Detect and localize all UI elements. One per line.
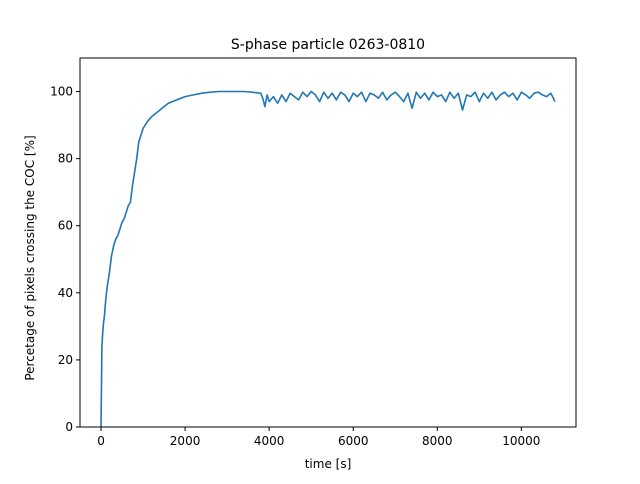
- y-tick-label: 60: [58, 219, 73, 233]
- plot-frame: [79, 57, 577, 428]
- chart-title: S-phase particle 0263-0810: [231, 37, 425, 53]
- y-axis-label: Percetage of pixels crossing the COC [%]: [23, 135, 37, 380]
- x-tick-label: 10000: [502, 434, 540, 448]
- x-axis-label: time [s]: [305, 457, 352, 471]
- x-tick-label: 0: [97, 434, 105, 448]
- series-line: [100, 90, 556, 428]
- y-tick-label: 100: [50, 85, 73, 99]
- x-tick-label: 6000: [338, 434, 369, 448]
- x-tick-label: 2000: [170, 434, 201, 448]
- x-tick-label: 4000: [254, 434, 285, 448]
- x-axis: 0 2000 4000 6000 8000 10000: [97, 427, 540, 448]
- y-tick-label: 20: [58, 353, 73, 367]
- y-tick-label: 40: [58, 286, 73, 300]
- y-axis: 0 20 40 60 80 100: [50, 85, 80, 434]
- plot-area: [79, 57, 577, 428]
- y-tick-label: 80: [58, 152, 73, 166]
- x-tick-label: 8000: [422, 434, 453, 448]
- y-tick-label: 0: [65, 420, 73, 434]
